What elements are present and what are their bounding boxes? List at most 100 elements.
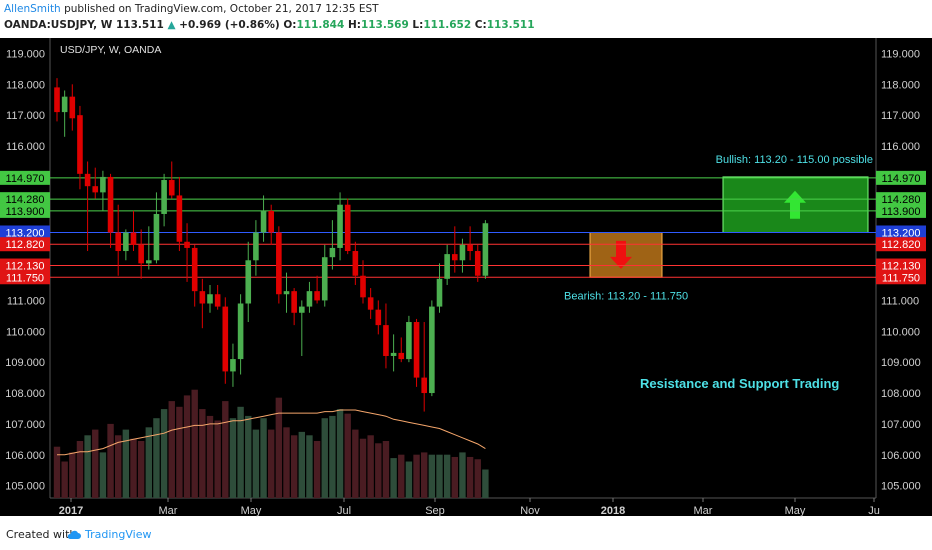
volume-bar [306,435,313,498]
high-value: 113.569 [360,19,409,31]
candle-body [367,297,374,310]
y-tick-label-left: 117.000 [6,110,45,122]
volume-bar [321,418,328,498]
candle-body [482,223,489,276]
price-tag-label-right: 112.130 [882,261,921,273]
volume-bar [443,454,451,498]
price-tag-left [0,237,50,252]
y-tick-label-right: 108.000 [881,388,921,400]
x-tick-label: Jul [337,505,351,517]
x-tick-label: Sep [425,505,445,517]
volume-bar [359,438,367,498]
price-tag-left [0,258,50,273]
x-tick-label: 2017 [59,505,83,517]
volume-bar [482,469,489,498]
price-tag-label-left: 112.820 [6,239,45,251]
volume-bar [474,459,481,498]
candle-body [115,232,121,252]
volume-bar [336,409,344,498]
candle-body [291,291,297,313]
volume-bar [237,406,244,498]
volume-bar [137,441,145,498]
candle-body [337,204,343,248]
volume-bar [84,435,91,498]
candle-body [321,257,328,301]
tradingview-logo[interactable]: TradingView [66,528,151,541]
candle-body [230,359,236,372]
candle-body [222,306,229,372]
y-tick-label-right: 107.000 [881,419,921,431]
x-tick-label: 2018 [601,505,625,517]
candle-body [184,241,190,248]
y-tick-label-left: 118.000 [6,79,45,91]
y-tick-label-left: 109.000 [5,357,45,369]
volume-bar [245,415,252,498]
price-tag-label-right: 112.820 [882,239,921,251]
volume-bar [145,427,152,498]
candle-body [283,291,290,295]
y-tick-label-left: 110.000 [6,326,45,338]
volume-bar [107,423,114,498]
price-chart[interactable]: 119.000 119.000 118.000 118.000 117.000 117.0… [0,36,932,520]
price-tag-right [876,237,926,252]
y-tick-label-left: 108.000 [5,388,45,400]
volume-bar [99,452,107,498]
x-tick-label: May [241,505,262,517]
volume-bar [206,415,214,498]
y-tick-label-right: 105.000 [881,481,921,493]
volume-bar [92,429,99,498]
volume-bar [413,454,420,498]
x-tick-label: Ju [868,505,880,517]
candle-body [100,176,106,193]
volume-bar [53,446,61,498]
candle-body [390,352,397,356]
candle-body [199,291,206,304]
candle-body [299,306,305,313]
volume-bar [153,418,160,498]
price-tag-left [0,203,50,218]
volume-bar [283,427,290,498]
y-tick-label-right: 109.000 [881,357,921,369]
volume-bar [421,452,428,498]
volume-bar [352,429,359,498]
candle-body [237,303,244,360]
high-label: H: [347,19,361,31]
price-tag-left [0,225,50,240]
y-tick-label-right: 118.000 [881,79,920,91]
candle-body [207,294,213,304]
price-tag-label-right: 113.900 [882,206,921,218]
x-tick-label: Mar [694,505,713,517]
author-link[interactable]: AllenSmith [4,3,61,15]
time-axis-panel [50,498,876,516]
volume-bar [451,456,458,498]
published-text: published on TradingView.com, October 21… [64,3,379,15]
candle-body [146,260,152,264]
candle-body [276,232,282,295]
candle-body [130,232,137,245]
price-tag-right [876,192,926,207]
candle-body [421,377,427,394]
bullish-up-arrow-icon [784,190,806,219]
volume-moving-average [57,409,486,456]
volume-bar [298,431,305,498]
volume-bar [390,458,397,498]
candle-body [467,244,473,252]
volume-bar [268,429,275,498]
chart-header: AllenSmith published on TradingView.com,… [0,0,932,36]
volume-bar [382,441,390,498]
y-tick-label-right: 106.000 [881,450,921,462]
price-tag-label-left: 111.750 [6,272,44,284]
y-tick-label-left: 119.000 [6,48,45,60]
bullish-annotation: Bullish: 113.20 - 115.00 possible [716,154,873,166]
tradingview-brand: TradingView [85,528,152,541]
candle-body [459,244,466,261]
candle-body [306,291,313,307]
volume-bar [405,461,413,498]
volume-bar [313,441,321,498]
price-tag-right [876,203,926,218]
price-tag-left [0,270,50,285]
volume-bar [183,395,191,498]
volume-bar [69,452,76,498]
y-tick-label-left: 111.000 [7,295,45,307]
candle-body [268,210,274,233]
